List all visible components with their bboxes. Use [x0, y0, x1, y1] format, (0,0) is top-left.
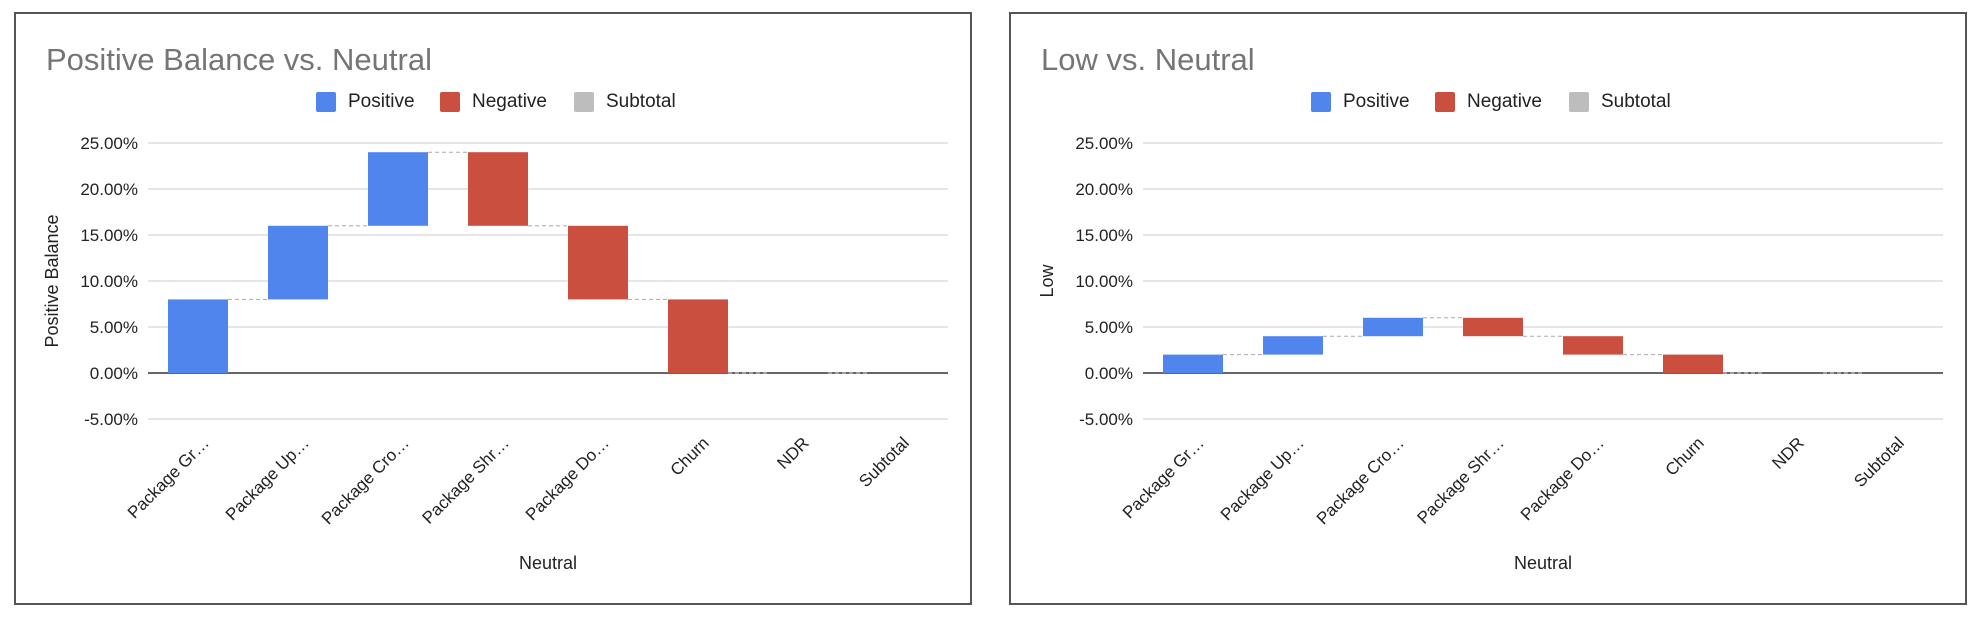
- y-tick-label: 0.00%: [1085, 364, 1133, 383]
- legend-swatch-subtotal: [1569, 92, 1589, 112]
- x-tick-label: Churn: [667, 433, 713, 479]
- y-tick-label: -5.00%: [1079, 410, 1133, 429]
- x-tick-label: Package Shr…: [1414, 433, 1508, 527]
- bar-negative: [1563, 336, 1623, 355]
- y-tick-label: 20.00%: [80, 180, 138, 199]
- legend-label: Positive: [1343, 91, 1410, 112]
- chart-title: Low vs. Neutral: [1041, 42, 1255, 77]
- waterfall-chart: 25.00% 20.00% 15.00% 10.00% 5.00% 0.00% -5.00%…: [42, 134, 948, 573]
- bar-positive: [1363, 317, 1423, 337]
- legend: Positive Negative Subtotal: [1011, 91, 1965, 119]
- bar-negative: [1463, 317, 1523, 337]
- x-tick-label: Churn: [1662, 433, 1708, 479]
- y-tick-label: 25.00%: [80, 134, 138, 153]
- legend-item-positive[interactable]: Positive: [316, 91, 415, 113]
- y-tick-label: 10.00%: [1075, 272, 1133, 291]
- legend-swatch-negative: [440, 92, 460, 112]
- y-tick-label: 25.00%: [1075, 134, 1133, 153]
- legend-item-negative[interactable]: Negative: [440, 91, 547, 113]
- legend-label: Subtotal: [1601, 91, 1671, 112]
- y-tick-label: 10.00%: [80, 272, 138, 291]
- y-tick-label: -5.00%: [84, 410, 138, 429]
- x-tick-label: Subtotal: [855, 433, 913, 491]
- x-tick-label: Package Do…: [522, 433, 613, 524]
- chart-title: Positive Balance vs. Neutral: [46, 42, 432, 77]
- legend-label: Positive: [348, 91, 415, 112]
- bar-negative: [668, 299, 728, 373]
- waterfall-chart: 25.00% 20.00% 15.00% 10.00% 5.00% 0.00% -5.00%…: [1037, 134, 1943, 573]
- legend-swatch-positive: [1311, 92, 1331, 112]
- legend-swatch-positive: [316, 92, 336, 112]
- legend-label: Subtotal: [606, 91, 676, 112]
- bar-positive: [268, 225, 328, 300]
- x-axis-label: Neutral: [1514, 553, 1572, 573]
- bar-positive: [1163, 354, 1223, 373]
- bar-positive: [1263, 336, 1323, 355]
- y-tick-label: 5.00%: [90, 318, 138, 337]
- x-tick-label: Subtotal: [1850, 433, 1908, 491]
- legend-item-positive[interactable]: Positive: [1311, 91, 1410, 113]
- y-axis-label: Positive Balance: [42, 214, 62, 347]
- x-axis-label: Neutral: [519, 553, 577, 573]
- bar-negative: [1663, 354, 1723, 373]
- x-tick-label: Package Shr…: [419, 433, 513, 527]
- legend-label: Negative: [1467, 91, 1542, 112]
- x-tick-label: Package Up…: [222, 433, 313, 524]
- bar-negative: [468, 152, 528, 226]
- x-tick-label: Package Cro…: [1313, 433, 1408, 528]
- legend-item-negative[interactable]: Negative: [1435, 91, 1542, 113]
- y-tick-label: 0.00%: [90, 364, 138, 383]
- chart-panel-low: Low vs. Neutral Positive Negative Subtot…: [1009, 12, 1967, 605]
- x-tick-label: Package Up…: [1217, 433, 1308, 524]
- bar-positive: [368, 152, 428, 226]
- legend-swatch-negative: [1435, 92, 1455, 112]
- legend-label: Negative: [472, 91, 547, 112]
- y-tick-label: 20.00%: [1075, 180, 1133, 199]
- x-tick-label: Package Cro…: [318, 433, 413, 528]
- y-tick-label: 15.00%: [80, 226, 138, 245]
- legend-swatch-subtotal: [574, 92, 594, 112]
- legend: Positive Negative Subtotal: [16, 91, 970, 119]
- y-axis-label: Low: [1037, 263, 1057, 297]
- chart-panel-positive-balance: Positive Balance vs. Neutral Positive Ne…: [14, 12, 972, 605]
- legend-item-subtotal[interactable]: Subtotal: [574, 91, 676, 113]
- bar-positive: [168, 299, 228, 373]
- legend-item-subtotal[interactable]: Subtotal: [1569, 91, 1671, 113]
- x-tick-label: Package Gr…: [124, 433, 213, 522]
- y-tick-label: 5.00%: [1085, 318, 1133, 337]
- x-tick-label: Package Gr…: [1119, 433, 1208, 522]
- x-tick-label: NDR: [1768, 433, 1807, 472]
- x-tick-label: NDR: [773, 433, 812, 472]
- y-tick-label: 15.00%: [1075, 226, 1133, 245]
- x-tick-label: Package Do…: [1517, 433, 1608, 524]
- bar-negative: [568, 225, 628, 300]
